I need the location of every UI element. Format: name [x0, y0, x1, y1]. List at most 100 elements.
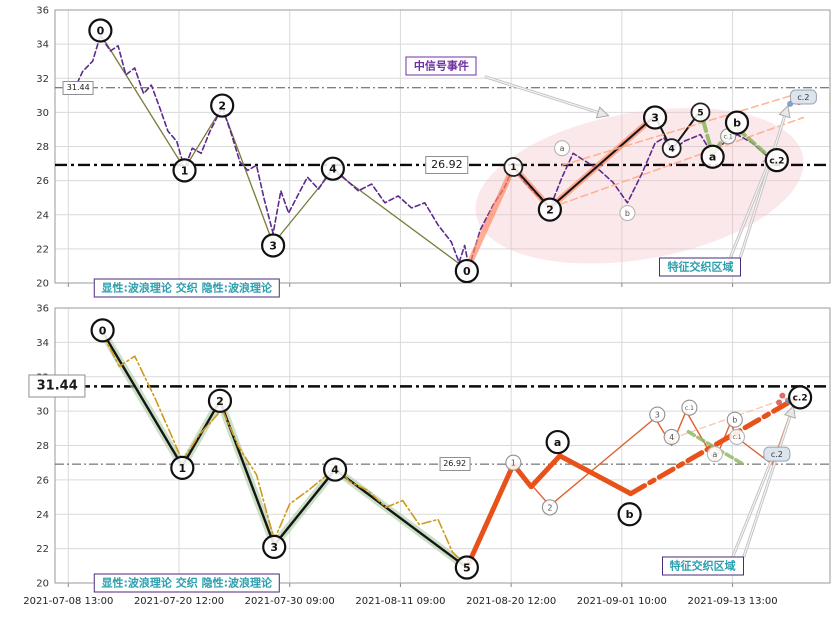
level-26-92-label-top: 26.92 [425, 155, 469, 174]
x-axis-tick-label: 2021-08-20 12:00 [466, 596, 556, 607]
svg-text:0: 0 [99, 324, 107, 337]
wave-bubble-c.2: c.2 [763, 446, 791, 462]
svg-text:a: a [709, 151, 716, 164]
svg-text:3: 3 [269, 239, 277, 252]
svg-text:a: a [712, 450, 717, 459]
x-axis-tick-label: 2021-09-13 13:00 [688, 596, 778, 607]
x-axis-tick-label: 2021-07-08 13:00 [23, 596, 113, 607]
svg-text:4: 4 [329, 163, 337, 176]
svg-text:4: 4 [331, 464, 339, 477]
wave-marker-0: 0 [90, 318, 115, 343]
svg-text:28: 28 [36, 142, 49, 153]
svg-text:30: 30 [36, 407, 49, 418]
level-31-44-label-bottom: 31.44 [28, 374, 86, 398]
svg-text:2: 2 [547, 503, 552, 512]
wave-marker-c.2: c.2 [764, 148, 789, 173]
svg-text:4: 4 [669, 433, 674, 442]
svg-text:30: 30 [36, 108, 49, 119]
hidden-wave-gold-dashdot [101, 332, 468, 567]
x-axis-tick-label: 2021-07-20 12:00 [134, 596, 224, 607]
wave-marker-3: 3 [262, 534, 287, 560]
wave-marker-a: a [545, 429, 570, 455]
wave-marker-b: b [619, 204, 636, 222]
wave-marker-c.1: c.1 [681, 399, 698, 416]
wave-marker-1: 1 [505, 454, 522, 471]
svg-text:5: 5 [697, 109, 703, 119]
svg-text:24: 24 [36, 510, 49, 521]
wave-marker-a: a [554, 140, 571, 157]
feature-zone-label-bottom: 特征交织区域 [661, 556, 744, 576]
svg-text:2: 2 [218, 100, 226, 113]
wave-marker-a: a [706, 446, 723, 463]
explicit-trend-olive [99, 33, 468, 271]
top-chart: 20222426283032343601234012ab345ac.1bc.2c… [36, 6, 831, 290]
svg-text:5: 5 [463, 561, 471, 574]
wave-marker-c.2: c.2 [788, 385, 813, 410]
svg-text:26: 26 [36, 475, 49, 486]
wave-marker-3: 3 [642, 105, 668, 130]
svg-text:c.2: c.2 [797, 93, 809, 102]
svg-text:c.1: c.1 [685, 405, 694, 412]
legend-label-top: 显性:波浪理论 交织 隐性:波浪理论 [93, 278, 280, 298]
svg-text:b: b [733, 117, 741, 130]
wave-marker-2: 2 [210, 93, 235, 118]
scatter-dot [779, 392, 786, 399]
svg-text:22: 22 [36, 244, 49, 255]
svg-text:34: 34 [36, 338, 49, 349]
wave-marker-1: 1 [170, 455, 195, 480]
salmon-channel-upper [561, 91, 805, 167]
wave-marker-3: 3 [649, 406, 666, 423]
wave-marker-0: 0 [454, 258, 479, 284]
svg-text:1: 1 [181, 164, 189, 177]
level-31-44-label-top: 31.44 [62, 80, 94, 95]
svg-text:2: 2 [546, 204, 554, 217]
svg-text:3: 3 [270, 541, 278, 554]
annotation-arrow [742, 404, 796, 558]
legend-label-bottom: 显性:波浪理论 交织 隐性:波浪理论 [93, 573, 280, 593]
svg-text:1: 1 [510, 163, 516, 173]
wave-marker-4: 4 [323, 457, 348, 482]
wave-marker-2: 2 [207, 388, 233, 413]
feature-zone-label-top: 特征交织区域 [659, 257, 742, 277]
wave-marker-1: 1 [172, 158, 197, 183]
svg-text:22: 22 [36, 544, 49, 555]
svg-text:34: 34 [36, 40, 49, 51]
svg-text:3: 3 [651, 111, 659, 124]
svg-text:20: 20 [36, 279, 49, 290]
annotation-arrow [484, 75, 610, 119]
svg-text:20: 20 [36, 579, 49, 590]
x-axis-tick-label: 2021-09-01 10:00 [577, 596, 667, 607]
x-axis-tick-label: 2021-07-30 09:00 [245, 596, 335, 607]
svg-text:c.2: c.2 [793, 394, 808, 404]
svg-text:32: 32 [36, 74, 49, 85]
signal-event-label: 中信号事件 [405, 56, 477, 76]
svg-text:c.2: c.2 [771, 450, 783, 459]
svg-text:c.1: c.1 [724, 133, 733, 140]
svg-text:28: 28 [36, 441, 49, 452]
bottom-chart: 2022242628303234362021-07-08 13:002021-0… [23, 304, 831, 607]
wave-marker-b: b [726, 411, 743, 428]
wave-marker-b: b [724, 110, 750, 135]
svg-text:24: 24 [36, 210, 49, 221]
svg-text:b: b [626, 508, 634, 521]
wave-bubble-c.2: c.2 [789, 89, 817, 105]
wave-marker-c.1: c.1 [728, 428, 746, 445]
wave-marker-2: 2 [541, 499, 558, 516]
x-axis-tick-label: 2021-08-11 09:00 [355, 596, 445, 607]
explicit-wave-black [101, 330, 469, 569]
svg-text:26: 26 [36, 176, 49, 187]
svg-text:1: 1 [178, 462, 186, 475]
svg-text:2: 2 [216, 395, 224, 408]
svg-text:c.2: c.2 [769, 156, 784, 166]
svg-text:c.1: c.1 [732, 434, 741, 441]
svg-text:a: a [554, 436, 561, 449]
wave-marker-4: 4 [663, 428, 680, 445]
wave-marker-5: 5 [454, 555, 479, 580]
svg-text:b: b [625, 209, 630, 218]
level-26-92-label-bottom: 26.92 [439, 457, 471, 472]
scatter-dot [776, 399, 783, 406]
svg-text:3: 3 [655, 410, 660, 419]
wave-marker-3: 3 [261, 233, 286, 258]
